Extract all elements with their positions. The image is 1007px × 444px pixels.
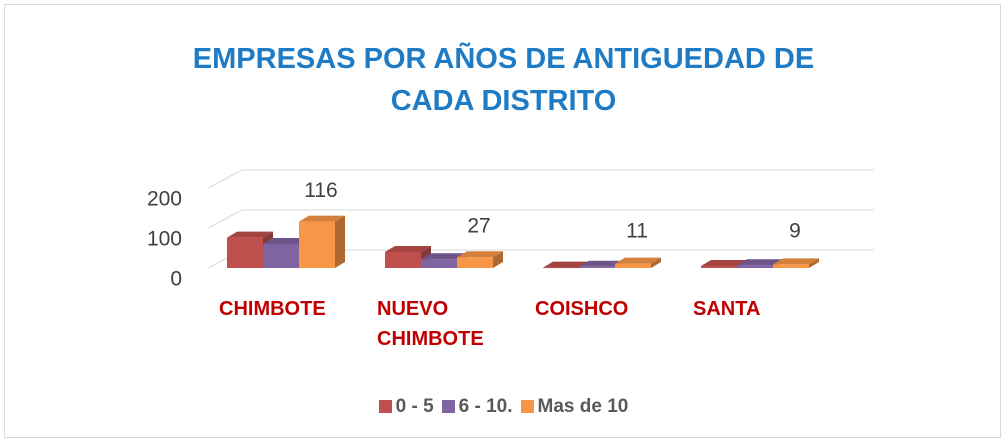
x-tick-label: SANTA xyxy=(693,298,761,320)
data-label: 116 xyxy=(304,179,337,202)
bar xyxy=(615,257,661,268)
bar-top xyxy=(543,261,589,268)
legend-label: 6 - 10. xyxy=(458,396,513,417)
bar-front xyxy=(263,244,299,268)
legend-item: 6 - 10. xyxy=(441,396,513,418)
bar xyxy=(457,251,503,268)
bar-side xyxy=(809,258,819,268)
bar-front xyxy=(227,237,263,268)
bar-top xyxy=(385,246,431,252)
bar-top xyxy=(299,215,345,222)
bar-front xyxy=(543,267,579,269)
x-tick-label: CHIMBOTE xyxy=(219,298,326,320)
grid-line xyxy=(207,169,874,189)
bar-top xyxy=(579,260,625,267)
bar-top xyxy=(457,251,503,258)
legend-label: Mas de 10 xyxy=(537,396,629,417)
bar-top xyxy=(263,238,309,244)
bar-top xyxy=(227,231,273,238)
bar xyxy=(299,215,345,268)
legend-swatch xyxy=(441,400,455,413)
title-wrap: EMPRESAS POR AÑOS DE ANTIGUEDAD DE CADA … xyxy=(0,38,1007,122)
legend-swatch xyxy=(378,400,392,413)
bar-top xyxy=(737,259,783,266)
bar-front xyxy=(579,266,615,268)
bar-front xyxy=(457,257,493,268)
bar-front xyxy=(773,264,809,268)
y-tick-label: 0 xyxy=(170,268,182,291)
x-tick-label: COISHCO xyxy=(535,298,629,320)
legend-label: 0 - 5 xyxy=(395,396,434,417)
bar-front xyxy=(385,252,421,268)
legend-item: 0 - 5 xyxy=(378,396,434,418)
bar xyxy=(773,258,819,268)
bar-side xyxy=(335,215,345,268)
bar-top xyxy=(773,258,819,265)
bar-side xyxy=(651,257,661,268)
legend: 0 - 5 6 - 10. Mas de 10 xyxy=(0,396,1007,418)
bar-front xyxy=(737,265,773,268)
x-tick-label: NUEVO CHIMBOTE xyxy=(377,298,484,350)
bar-side xyxy=(493,251,503,268)
bar-top xyxy=(421,253,467,260)
bar-front xyxy=(299,221,335,268)
chart-frame xyxy=(4,4,1001,438)
y-tick-label: 100 xyxy=(147,228,182,251)
bar-top xyxy=(615,257,661,264)
legend-item: Mas de 10 xyxy=(520,396,629,418)
y-tick-label: 200 xyxy=(147,188,182,211)
data-label: 11 xyxy=(626,220,648,243)
data-label: 9 xyxy=(789,220,801,243)
legend-swatch xyxy=(520,400,534,413)
grid-line xyxy=(207,209,874,229)
data-label: 27 xyxy=(467,215,490,238)
chart-title: EMPRESAS POR AÑOS DE ANTIGUEDAD DE CADA … xyxy=(192,43,815,117)
bar-front xyxy=(701,266,737,268)
bar-top xyxy=(701,260,747,266)
bar-front xyxy=(615,263,651,268)
bar-front xyxy=(421,259,457,268)
